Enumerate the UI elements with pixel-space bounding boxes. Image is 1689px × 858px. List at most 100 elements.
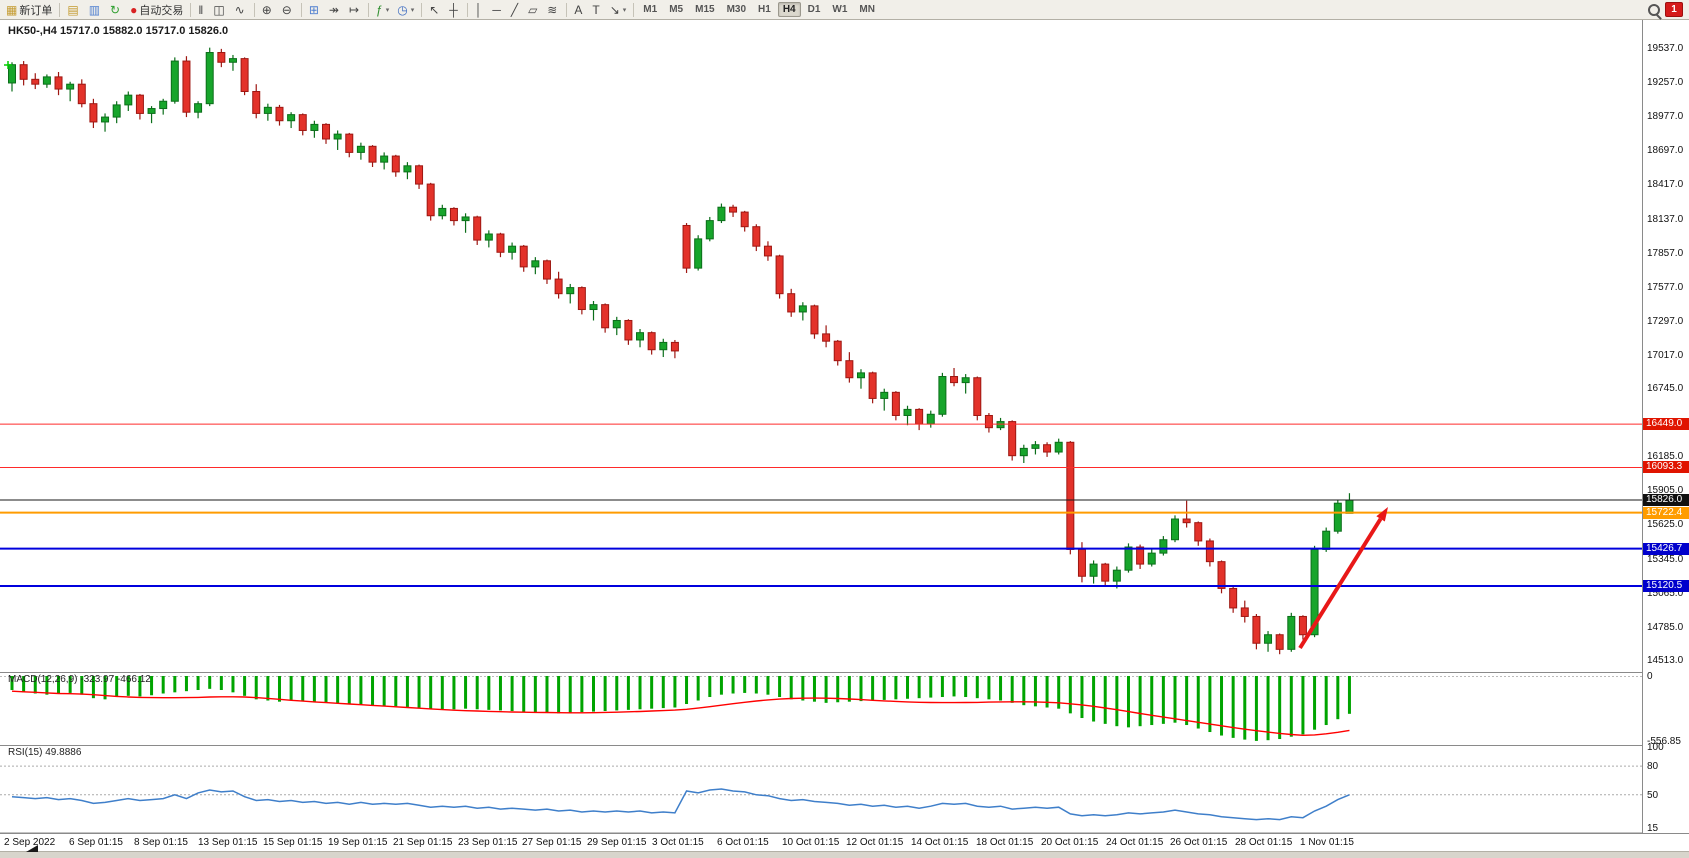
price-axis[interactable]: 19537.0 19257.0 18977.0 18697.0 18417.0 18137… bbox=[1642, 20, 1689, 851]
toolbar-separator bbox=[190, 2, 192, 17]
cursor-icon[interactable]: ↖ bbox=[425, 0, 445, 20]
price-badge-15120.5: 15120.5 bbox=[1643, 580, 1689, 592]
main-toolbar: ▦ 新订单 ▤ ▥ ↻ ● 自动交易 ‖ ◫ ∿ ⊕ ⊖ ⊞ ↠ ↦ ƒ ▾ ◷ ▾ ↖ ┼ │ ─ ╱ ▱ ≋ A T ↘ ▾ M1 M5 M… bbox=[0, 0, 1689, 20]
price-badge-15826.0: 15826.0 bbox=[1643, 494, 1689, 506]
price-axis-tick: 18977.0 bbox=[1647, 111, 1684, 122]
toolbar-separator bbox=[368, 2, 370, 17]
timeframe-h4-button[interactable]: H4 bbox=[777, 2, 801, 17]
dropdown-caret-icon: ▾ bbox=[410, 6, 415, 14]
bar-chart-icon: ‖ bbox=[198, 2, 204, 17]
time-axis-label: 8 Sep 01:15 bbox=[134, 837, 188, 848]
timeframe-m1-button[interactable]: M1 bbox=[643, 4, 658, 15]
timeframe-m5-button[interactable]: M5 bbox=[669, 4, 684, 15]
macd-histogram bbox=[10, 676, 1351, 741]
price-chart[interactable] bbox=[0, 20, 1642, 833]
time-axis[interactable]: 2 Sep 2022 6 Sep 01:15 8 Sep 01:15 13 Sep 0… bbox=[0, 833, 1689, 851]
crosshair-icon: ┼ bbox=[449, 2, 458, 17]
trend-arrow[interactable] bbox=[1298, 507, 1388, 650]
zoom-out-icon[interactable]: ⊖ bbox=[278, 0, 298, 20]
notification-badge[interactable]: 1 bbox=[1665, 2, 1683, 17]
macd-signal-line bbox=[11, 690, 1350, 737]
bar-chart-icon[interactable]: ‖ bbox=[194, 0, 209, 20]
time-axis-label: 21 Sep 01:15 bbox=[393, 837, 453, 848]
new-order-button[interactable]: ▦ 新订单 bbox=[2, 0, 56, 20]
time-axis-label: 6 Sep 01:15 bbox=[69, 837, 123, 848]
time-axis-label: 10 Oct 01:15 bbox=[782, 837, 840, 848]
timeframe-mn-button[interactable]: MN bbox=[859, 4, 875, 15]
dropdown-caret-icon: ▾ bbox=[622, 6, 627, 14]
arrows-icon[interactable]: ↘ ▾ bbox=[606, 0, 631, 20]
toolbar-separator bbox=[253, 2, 255, 17]
price-axis-tick: 15905.0 bbox=[1647, 485, 1684, 496]
indicators-icon[interactable]: ƒ ▾ bbox=[372, 0, 393, 20]
candlestick-chart-icon[interactable]: ◫ bbox=[209, 0, 230, 20]
price-axis-tick: 17577.0 bbox=[1647, 282, 1684, 293]
price-badge-16449.0: 16449.0 bbox=[1643, 418, 1689, 430]
trendline-icon: ╱ bbox=[510, 2, 519, 17]
profiles-icon[interactable]: ▥ bbox=[85, 0, 106, 20]
periods-icon[interactable]: ◷ ▾ bbox=[393, 0, 418, 20]
text-label-icon[interactable]: T bbox=[588, 0, 605, 20]
time-axis-label: 26 Oct 01:15 bbox=[1170, 837, 1228, 848]
time-axis-label: 27 Sep 01:15 bbox=[522, 837, 582, 848]
chart-scroll-indicator[interactable] bbox=[26, 845, 38, 852]
arrows-icon: ↘ bbox=[609, 2, 620, 17]
zoom-in-icon: ⊕ bbox=[261, 2, 272, 17]
fibonacci-icon: ≋ bbox=[547, 2, 558, 17]
crosshair-icon[interactable]: ┼ bbox=[445, 0, 464, 20]
toolbar-right: 1 bbox=[1648, 2, 1687, 17]
cursor-icon: ↖ bbox=[429, 2, 440, 17]
price-axis-tick: 16185.0 bbox=[1647, 451, 1684, 462]
timeframe-w1-button[interactable]: W1 bbox=[832, 4, 848, 15]
indicators-icon: ƒ bbox=[376, 2, 383, 17]
zoom-in-icon[interactable]: ⊕ bbox=[258, 0, 278, 20]
time-axis-label: 12 Oct 01:15 bbox=[846, 837, 904, 848]
timeframe-m30-button[interactable]: M30 bbox=[726, 4, 747, 15]
horizontal-line-icon[interactable]: ─ bbox=[488, 0, 507, 20]
candlestick-chart-icon: ◫ bbox=[213, 2, 225, 17]
time-axis-label: 24 Oct 01:15 bbox=[1106, 837, 1164, 848]
drawing-anchor-marker bbox=[4, 61, 12, 69]
time-axis-label: 29 Sep 01:15 bbox=[587, 837, 647, 848]
horizontal-line-icon: ─ bbox=[492, 2, 501, 17]
time-axis-label: 1 Nov 01:15 bbox=[1300, 837, 1354, 848]
price-axis-tick: 15065.0 bbox=[1647, 588, 1684, 599]
toolbar-items: ▦ 新订单 ▤ ▥ ↻ ● 自动交易 ‖ ◫ ∿ ⊕ ⊖ ⊞ ↠ ↦ ƒ ▾ ◷ ▾ ↖ ┼ │ ─ ╱ ▱ ≋ A T ↘ ▾ M1 M5 M… bbox=[2, 0, 881, 19]
new-order-button-label: 新订单 bbox=[19, 4, 53, 17]
time-axis-label: 3 Oct 01:15 bbox=[652, 837, 704, 848]
autotrading-button[interactable]: ● 自动交易 bbox=[126, 0, 187, 20]
chart-window-icon: ▤ bbox=[67, 2, 79, 17]
refresh-icon[interactable]: ↻ bbox=[106, 0, 126, 20]
vertical-line-icon[interactable]: │ bbox=[471, 0, 489, 20]
candles bbox=[8, 47, 1354, 655]
text-label-icon: T bbox=[592, 2, 600, 17]
auto-scroll-icon[interactable]: ↠ bbox=[325, 0, 345, 20]
rsi-line bbox=[11, 788, 1350, 821]
tile-windows-icon[interactable]: ⊞ bbox=[305, 0, 325, 20]
price-axis-tick: 18137.0 bbox=[1647, 214, 1684, 225]
macd-axis-label: 0 bbox=[1647, 671, 1653, 682]
chart-window-icon[interactable]: ▤ bbox=[63, 0, 84, 20]
price-axis-tick: 14785.0 bbox=[1647, 622, 1684, 633]
text-icon[interactable]: A bbox=[570, 0, 588, 20]
line-chart-icon[interactable]: ∿ bbox=[231, 0, 251, 20]
rsi-axis-label: 50 bbox=[1647, 790, 1659, 801]
time-axis-label: 15 Sep 01:15 bbox=[263, 837, 323, 848]
periods-icon: ◷ bbox=[397, 2, 408, 17]
trendline-icon[interactable]: ╱ bbox=[507, 0, 524, 20]
price-axis-tick: 15625.0 bbox=[1647, 519, 1684, 530]
time-axis-label: 13 Sep 01:15 bbox=[198, 837, 258, 848]
timeframe-m15-button[interactable]: M15 bbox=[695, 4, 715, 15]
toolbar-separator bbox=[566, 2, 568, 17]
price-axis-tick: 19537.0 bbox=[1647, 43, 1684, 54]
toolbar-separator bbox=[421, 2, 423, 17]
equidistant-channel-icon[interactable]: ▱ bbox=[524, 0, 543, 20]
new-order-icon: ▦ bbox=[6, 2, 18, 17]
timeframe-d1-button[interactable]: D1 bbox=[807, 4, 821, 15]
search-icon[interactable] bbox=[1648, 3, 1660, 16]
chart-shift-icon[interactable]: ↦ bbox=[345, 0, 365, 20]
timeframe-h1-button[interactable]: H1 bbox=[758, 4, 771, 15]
fibonacci-icon[interactable]: ≋ bbox=[543, 0, 563, 20]
time-axis-label: 14 Oct 01:15 bbox=[911, 837, 969, 848]
refresh-icon: ↻ bbox=[110, 2, 121, 17]
